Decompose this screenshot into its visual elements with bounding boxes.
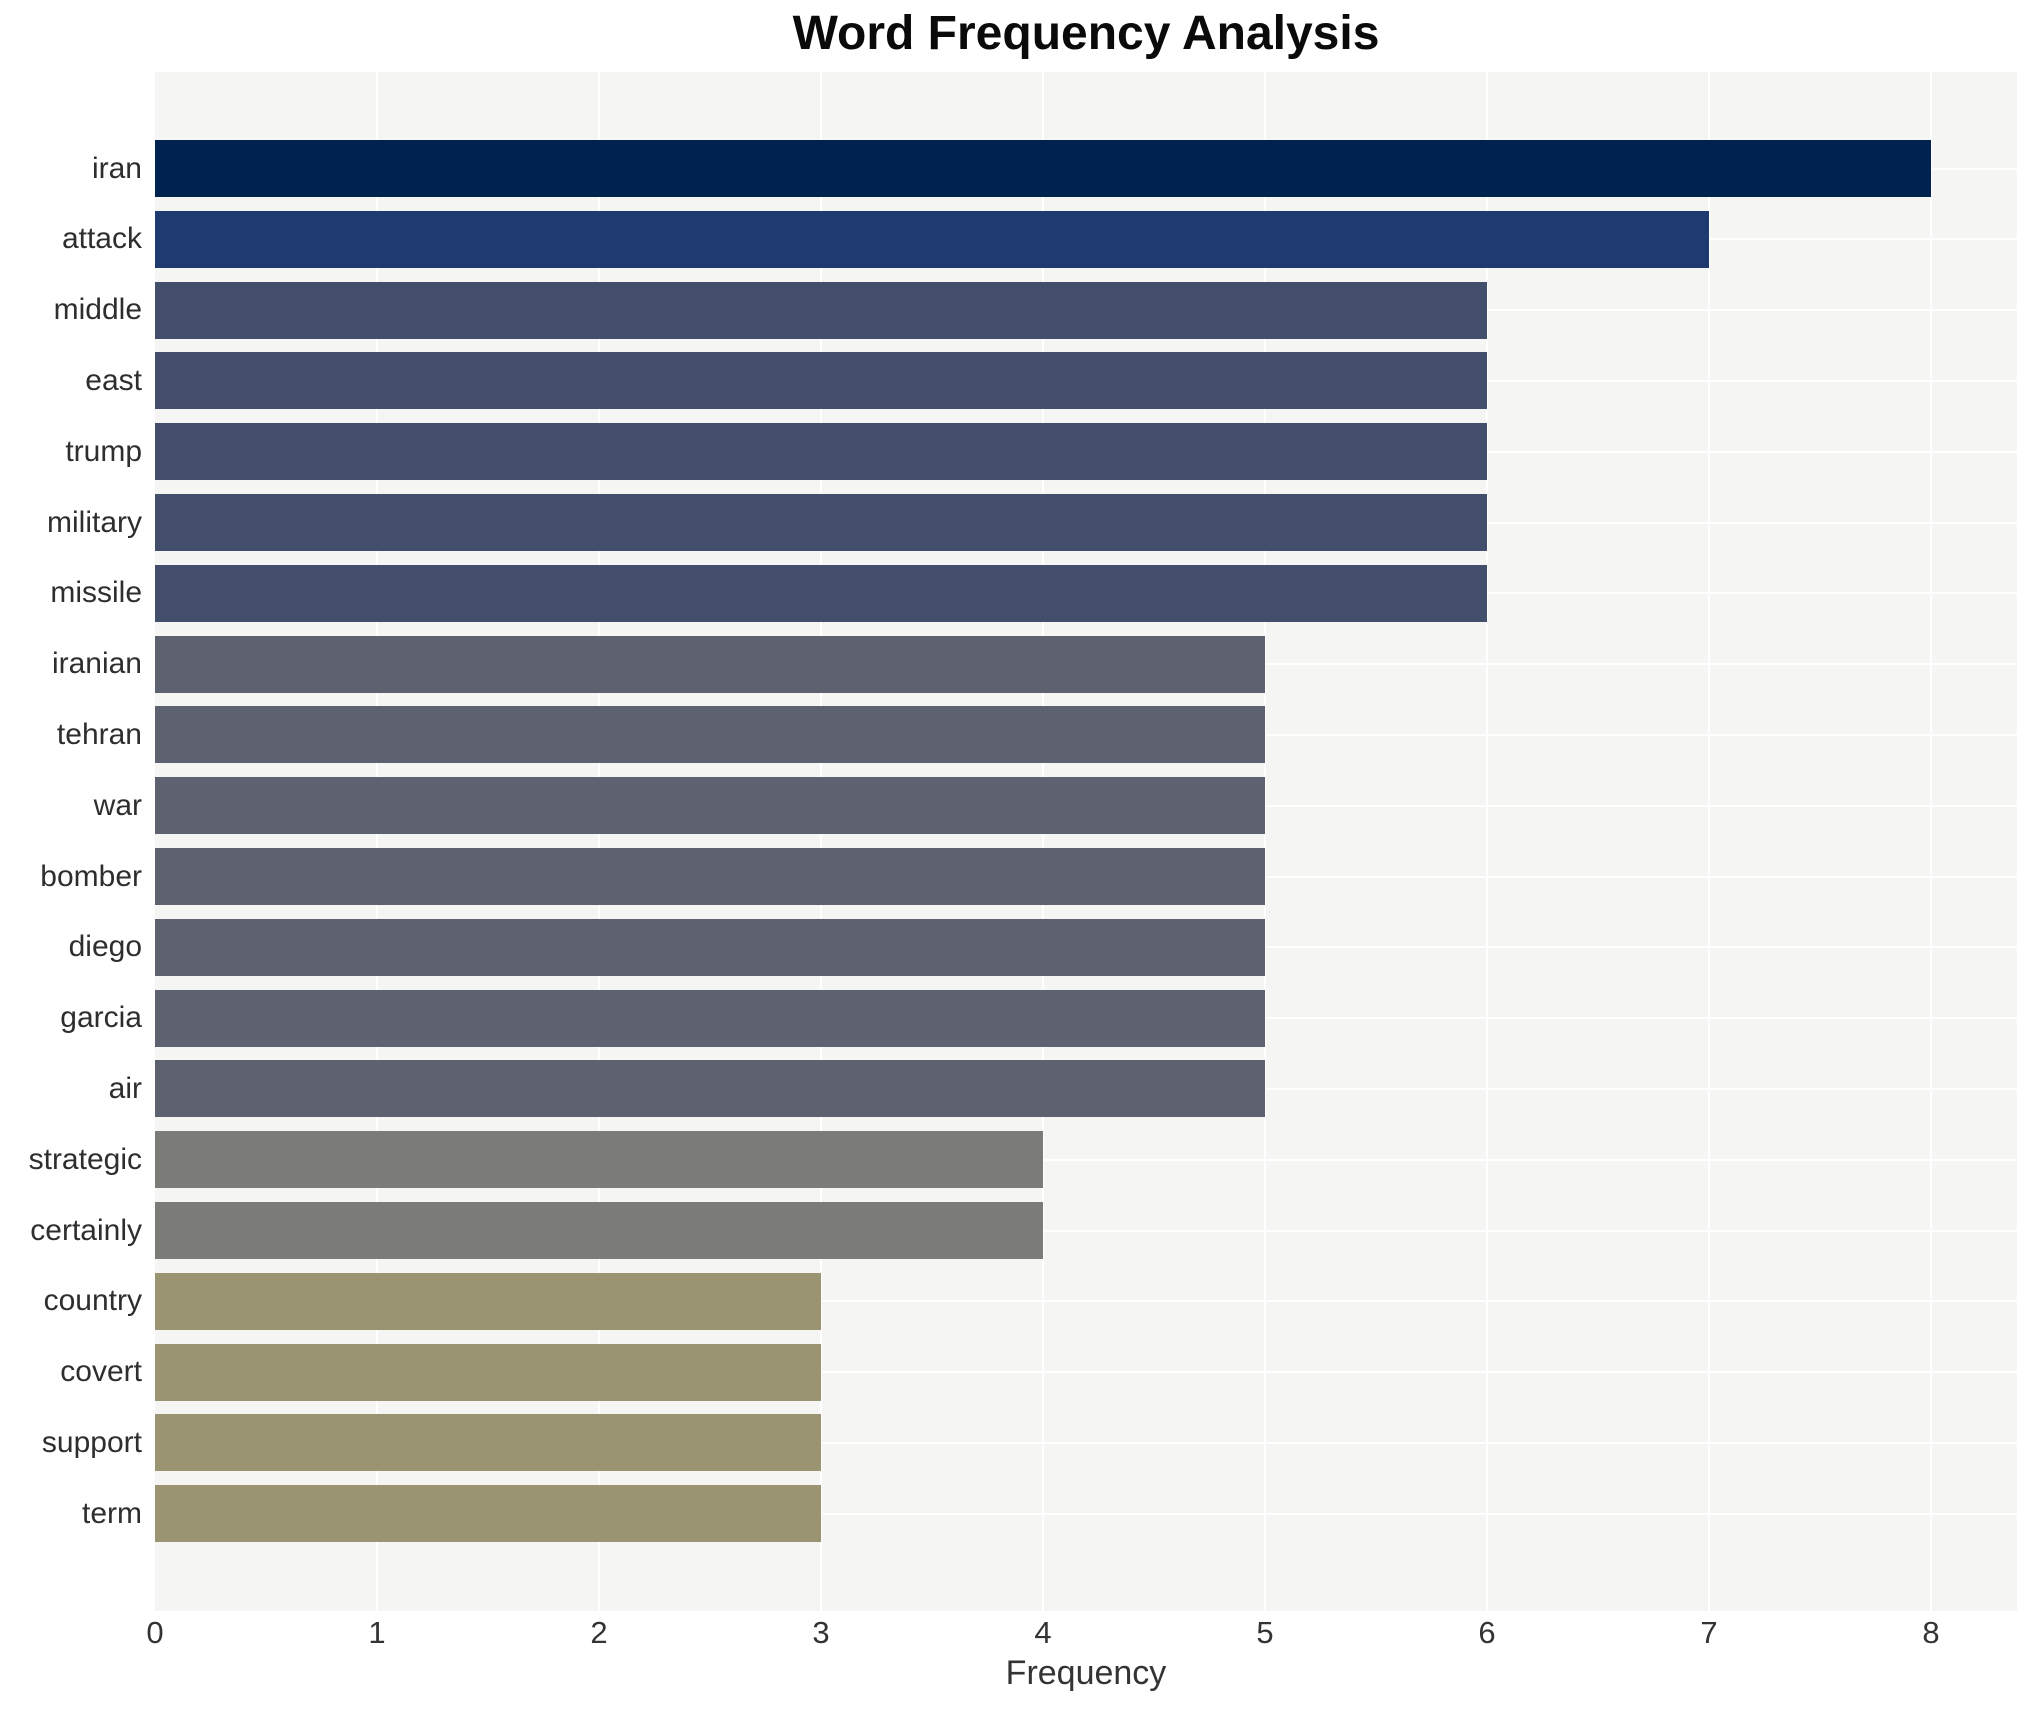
- horizontal-gridline: [155, 1512, 2017, 1515]
- bar-diego: [155, 918, 1265, 976]
- y-tick-label-military: military: [47, 505, 142, 539]
- y-tick-label-war: war: [93, 788, 142, 822]
- x-tick-label-5: 5: [1256, 1615, 1274, 1650]
- y-tick-label-diego: diego: [68, 930, 142, 964]
- x-tick-label-8: 8: [1922, 1615, 1940, 1650]
- bar-term: [155, 1485, 821, 1543]
- horizontal-gridline: [155, 1300, 2017, 1303]
- bar-support: [155, 1414, 821, 1472]
- bar-covert: [155, 1343, 821, 1401]
- chart-title: Word Frequency Analysis: [792, 7, 1380, 60]
- bar-air: [155, 1060, 1265, 1118]
- y-tick-label-missile: missile: [50, 576, 142, 610]
- y-tick-label-east: east: [85, 363, 142, 397]
- vertical-gridline: [820, 72, 822, 1611]
- vertical-gridline: [1708, 72, 1710, 1611]
- y-tick-label-tehran: tehran: [56, 717, 142, 751]
- x-tick-label-3: 3: [812, 1615, 830, 1650]
- bar-garcia: [155, 989, 1265, 1047]
- bar-attack: [155, 210, 1709, 268]
- vertical-gridline: [376, 72, 378, 1611]
- x-axis-label: Frequency: [1005, 1654, 1167, 1692]
- y-tick-label-attack: attack: [61, 222, 142, 256]
- horizontal-gridline: [155, 1229, 2017, 1232]
- y-tick-label-term: term: [82, 1496, 142, 1530]
- x-tick-label-2: 2: [590, 1615, 608, 1650]
- bar-east: [155, 352, 1487, 410]
- y-tick-label-country: country: [43, 1284, 142, 1318]
- y-tick-label-bomber: bomber: [40, 859, 142, 893]
- bar-certainly: [155, 1202, 1043, 1259]
- bar-iran: [155, 140, 1931, 197]
- x-tick-label-0: 0: [146, 1615, 164, 1650]
- bar-war: [155, 777, 1265, 835]
- bar-bomber: [155, 848, 1265, 905]
- y-tick-label-air: air: [108, 1071, 142, 1105]
- y-tick-label-strategic: strategic: [28, 1142, 142, 1176]
- x-tick-label-6: 6: [1478, 1615, 1496, 1650]
- plot-area: [155, 72, 2017, 1611]
- vertical-gridline: [1930, 72, 1932, 1611]
- bar-trump: [155, 423, 1487, 481]
- y-tick-label-trump: trump: [65, 434, 142, 468]
- horizontal-gridline: [155, 1371, 2017, 1374]
- bar-military: [155, 494, 1487, 551]
- bar-missile: [155, 564, 1487, 622]
- x-tick-label-1: 1: [368, 1615, 386, 1650]
- y-tick-label-garcia: garcia: [60, 1001, 142, 1035]
- y-tick-label-middle: middle: [53, 293, 142, 327]
- vertical-gridline: [1486, 72, 1488, 1611]
- bar-iranian: [155, 635, 1265, 693]
- y-tick-label-certainly: certainly: [30, 1213, 142, 1247]
- y-tick-label-iranian: iranian: [51, 647, 142, 681]
- bar-strategic: [155, 1131, 1043, 1189]
- vertical-gridline: [1042, 72, 1044, 1611]
- x-tick-label-4: 4: [1034, 1615, 1052, 1650]
- y-tick-label-support: support: [41, 1425, 142, 1459]
- y-tick-label-covert: covert: [60, 1355, 142, 1389]
- bar-tehran: [155, 706, 1265, 764]
- x-tick-label-7: 7: [1700, 1615, 1718, 1650]
- horizontal-gridline: [155, 1158, 2017, 1161]
- bar-country: [155, 1272, 821, 1330]
- bar-middle: [155, 281, 1487, 339]
- y-tick-label-iran: iran: [91, 151, 142, 185]
- vertical-gridline: [1264, 72, 1266, 1611]
- vertical-gridline: [598, 72, 600, 1611]
- horizontal-gridline: [155, 1441, 2017, 1444]
